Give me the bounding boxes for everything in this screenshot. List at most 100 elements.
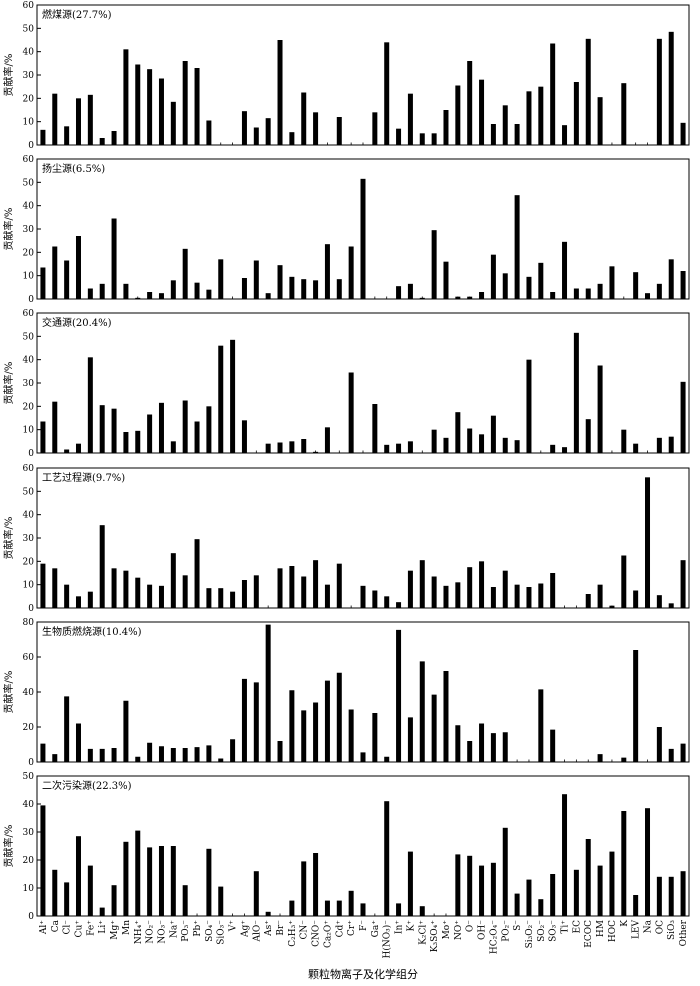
x-tick-label: AlO⁻ <box>252 920 262 943</box>
x-tick-label: Mg⁺ <box>110 920 120 940</box>
bar <box>75 236 81 299</box>
bar <box>479 561 485 608</box>
bar <box>277 40 283 145</box>
y-tick-label: 0 <box>28 295 34 305</box>
bar <box>40 805 46 916</box>
bar <box>194 747 200 763</box>
x-tick-label: V⁺ <box>229 920 239 932</box>
bar <box>490 124 496 145</box>
bar <box>158 846 164 916</box>
bar <box>336 672 342 762</box>
bar <box>111 568 117 608</box>
bar <box>336 279 342 299</box>
panel-1: 0 10 20 30 40 50 60 燃煤源(27.7%) 贡献率/% <box>2 1 690 151</box>
bar <box>241 420 247 453</box>
bar <box>158 293 164 299</box>
bar <box>550 444 556 453</box>
bar <box>467 428 473 453</box>
bar <box>289 900 295 916</box>
bar <box>135 430 141 453</box>
bar <box>301 710 307 763</box>
bar <box>490 862 496 916</box>
bar <box>360 585 366 608</box>
bar <box>182 61 188 145</box>
bar <box>585 839 591 916</box>
x-tick-label: EC <box>572 920 582 934</box>
bar <box>87 865 93 916</box>
bar <box>479 292 485 299</box>
panel-6: 0 10 20 30 40 50 二次污染源(22.3%) 贡献率/% <box>2 772 690 922</box>
y-tick-label: 0 <box>28 912 34 922</box>
x-tick-label: As⁺ <box>264 920 274 937</box>
bar <box>135 297 141 299</box>
bar <box>123 570 129 608</box>
y-tick-label: 10 <box>23 426 35 436</box>
panel-4: 0 10 20 30 40 50 60 工艺过程源(9.7%) 贡献率/% <box>2 464 690 614</box>
bar <box>550 292 556 299</box>
bar <box>313 702 319 762</box>
y-tick-label: 0 <box>28 604 34 614</box>
bar <box>147 847 153 916</box>
x-axis-label: 颗粒物离子及化学组分 <box>308 967 418 981</box>
bar <box>170 280 176 299</box>
bar <box>147 584 153 608</box>
bar <box>182 885 188 916</box>
bar <box>75 723 81 762</box>
bar <box>170 441 176 453</box>
bar <box>656 283 662 299</box>
x-tick-label: HOC <box>608 920 618 942</box>
bar <box>538 899 544 916</box>
bar <box>40 563 46 608</box>
bar <box>467 61 473 145</box>
y-axis-label: 贡献率/% <box>2 362 15 405</box>
y-tick-label: 0 <box>28 758 34 768</box>
bar <box>633 590 639 608</box>
bar <box>443 671 449 762</box>
x-tick-label: CNO⁻ <box>312 920 322 947</box>
bar <box>99 138 105 145</box>
bar <box>289 690 295 762</box>
bar <box>336 900 342 916</box>
bar <box>645 808 651 916</box>
bar <box>455 85 461 145</box>
bar <box>443 585 449 608</box>
y-tick-label: 50 <box>23 332 35 342</box>
bar <box>597 283 603 299</box>
bar <box>419 906 425 916</box>
bar <box>396 128 402 145</box>
x-tick-label: NH₄⁺ <box>134 920 144 944</box>
bar <box>111 408 117 453</box>
y-tick-label: 40 <box>23 356 35 366</box>
bar <box>656 437 662 453</box>
bar <box>467 567 473 608</box>
bar <box>123 432 129 453</box>
x-tick-label: Al⁺ <box>39 920 49 935</box>
bar <box>182 400 188 453</box>
bar <box>324 900 330 916</box>
bar <box>479 865 485 916</box>
bar <box>431 694 437 763</box>
bar <box>384 42 390 145</box>
bar <box>194 282 200 299</box>
bar <box>668 436 674 453</box>
y-tick-label: 20 <box>23 402 35 412</box>
bar <box>419 661 425 763</box>
bar <box>182 575 188 608</box>
x-tick-label: Mo⁺ <box>442 920 452 940</box>
bar <box>668 603 674 608</box>
bar <box>289 566 295 608</box>
bar <box>52 754 58 763</box>
bar <box>87 591 93 608</box>
bar <box>585 288 591 299</box>
bar <box>206 406 212 453</box>
bar <box>443 437 449 453</box>
bar <box>241 580 247 608</box>
bar <box>372 112 378 145</box>
bar <box>170 748 176 762</box>
bar <box>182 248 188 299</box>
bar <box>241 278 247 299</box>
bar <box>455 854 461 916</box>
x-tick-label: SiO₃ <box>667 920 677 940</box>
bar <box>158 402 164 453</box>
bar <box>111 885 117 916</box>
